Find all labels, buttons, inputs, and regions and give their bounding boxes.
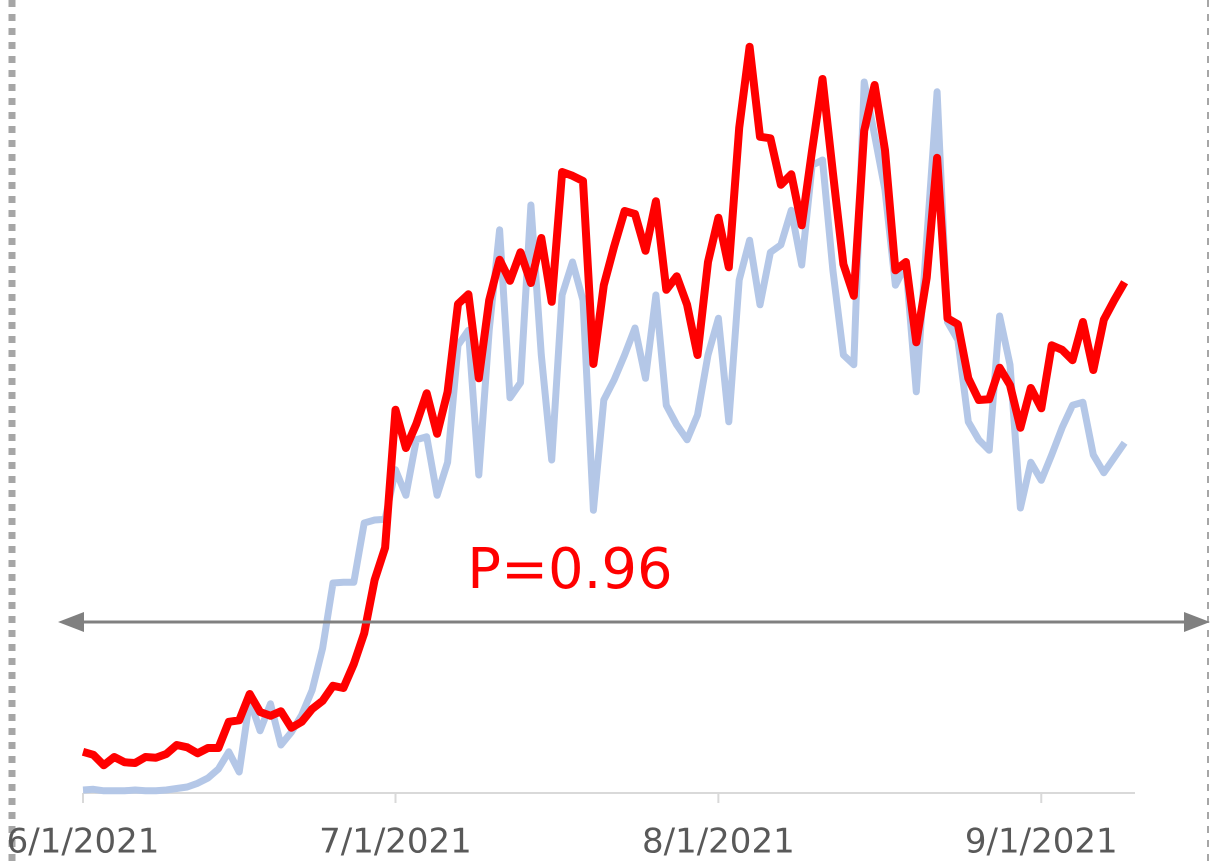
plot: 6/1/2021 7/1/2021 8/1/2021 9/1/2021	[7, 42, 1135, 862]
x-tick-label: 8/1/2021	[642, 822, 795, 862]
series-line	[81, 42, 1129, 770]
arrow-head-left	[58, 612, 84, 632]
annotation: P=0.96	[467, 537, 672, 602]
arrow-head-right	[1184, 612, 1210, 632]
x-tick-label: 7/1/2021	[319, 822, 472, 862]
x-tick-label: 9/1/2021	[965, 822, 1118, 862]
x-tick-label: 6/1/2021	[7, 822, 160, 862]
series-line	[82, 78, 1128, 795]
